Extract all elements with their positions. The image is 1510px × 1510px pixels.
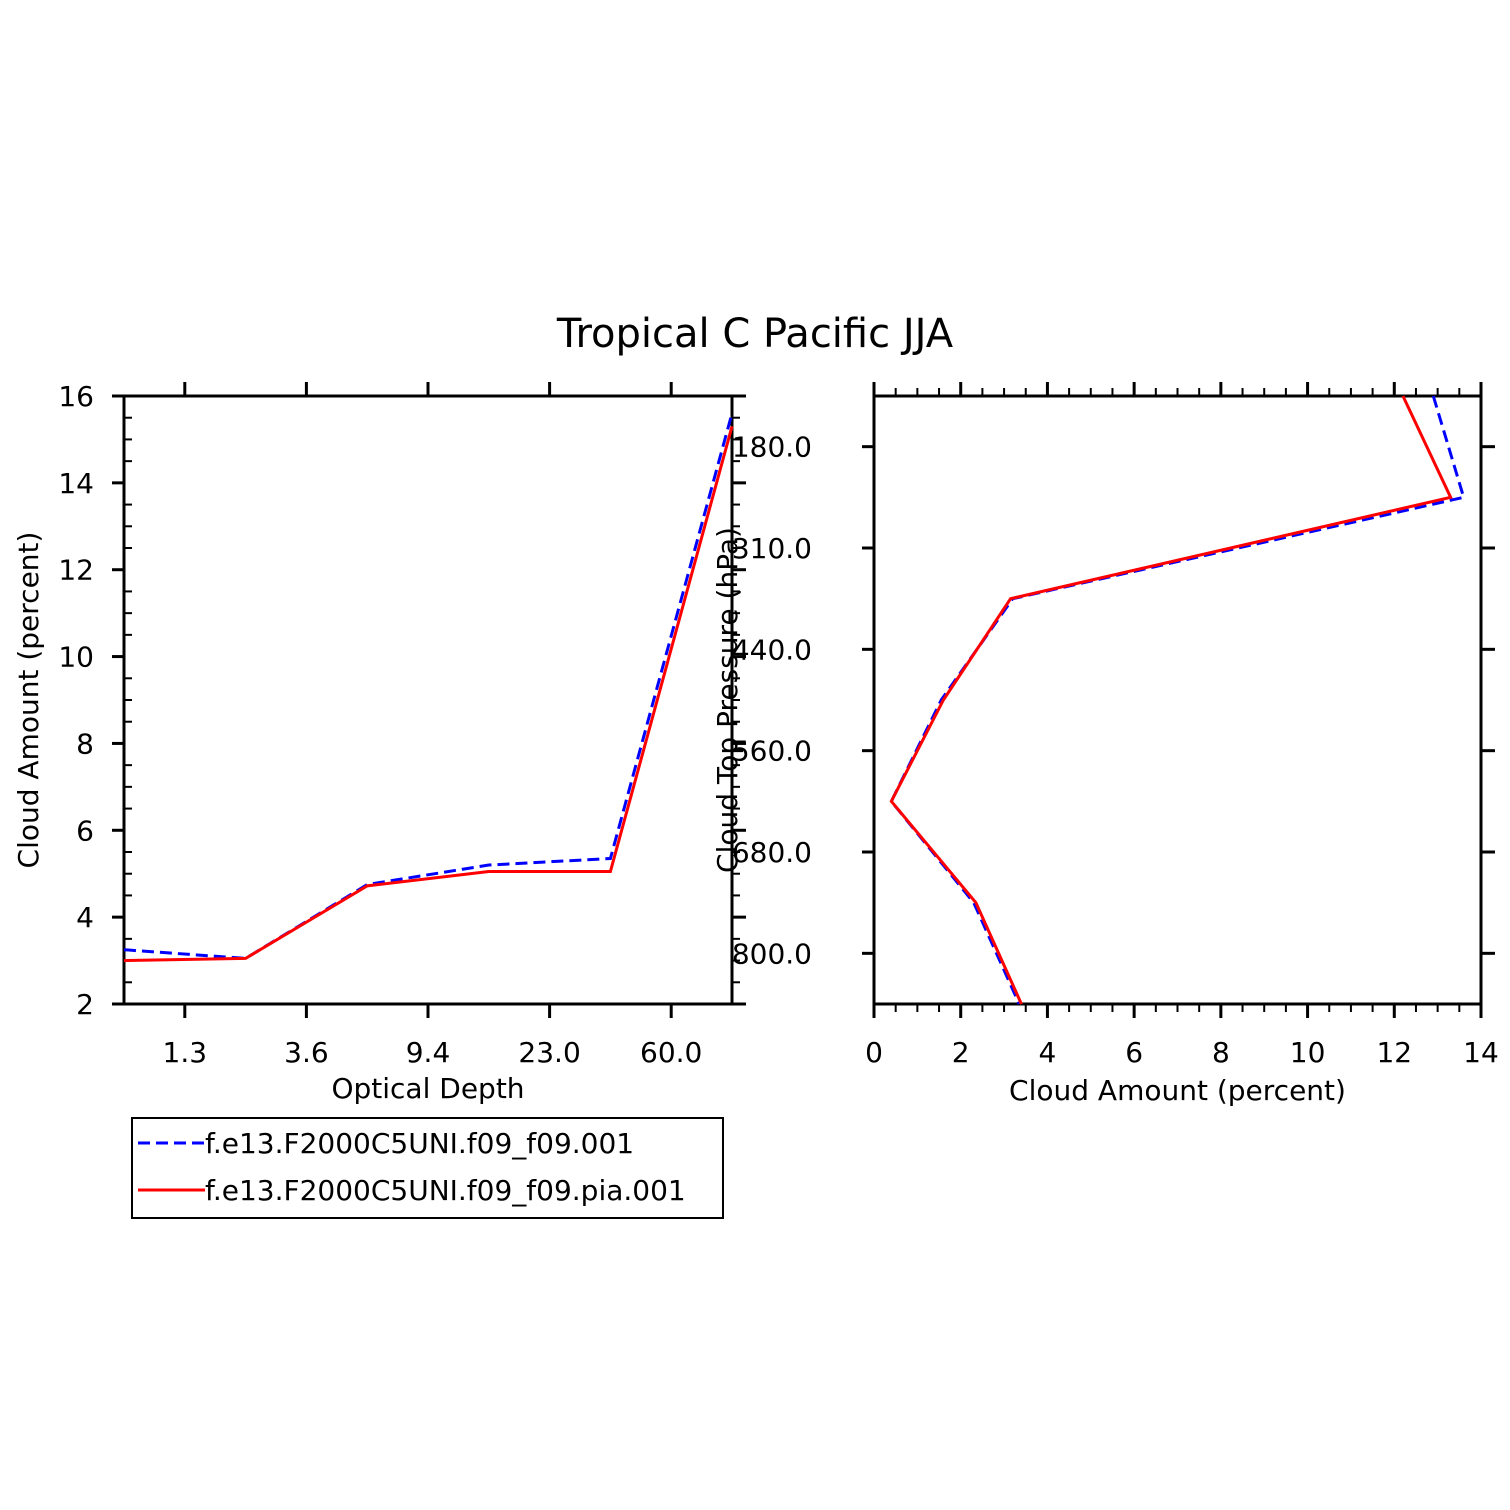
left-chart-panel: 2 4 6 8 10 12 14 16 1.3 3.6 9.4 23.0 60.0 Optical Dep…	[12, 380, 746, 1105]
right-ytick-label: 680.0	[732, 836, 812, 869]
legend: f.e13.F2000C5UNI.f09_f09.001 f.e13.F2000…	[131, 1117, 724, 1219]
left-xtick-label: 23.0	[518, 1036, 580, 1069]
left-y-axis-label: Cloud Amount (percent)	[12, 532, 45, 869]
right-ytick-label: 440.0	[732, 633, 812, 666]
left-xtick-label: 60.0	[640, 1036, 702, 1069]
right-xtick-label: 0	[865, 1036, 883, 1069]
left-ytick-label: 16	[58, 380, 94, 413]
left-ytick-label: 14	[58, 467, 94, 500]
left-ytick-label: 8	[76, 727, 94, 760]
right-plot-frame	[872, 394, 1483, 1006]
right-xtick-label: 6	[1125, 1036, 1143, 1069]
right-chart-panel: 0 2 4 6 8 10 12 14 180.0 310.0 440.0 560.0 680.0 800.…	[711, 382, 1499, 1107]
left-series-line-1	[123, 412, 734, 960]
left-plot-frame	[122, 394, 734, 1006]
left-ytick-label: 4	[76, 901, 94, 934]
right-series-line-2	[889, 395, 1453, 1005]
left-xtick-label: 3.6	[284, 1036, 329, 1069]
right-series-line-1	[889, 395, 1466, 1005]
right-xtick-label: 2	[952, 1036, 970, 1069]
left-ytick-label: 2	[76, 988, 94, 1021]
left-xtick-label: 9.4	[406, 1036, 451, 1069]
left-x-axis-label: Optical Depth	[331, 1072, 524, 1105]
right-y-axis-label: Cloud Top Pressure (hPa)	[711, 527, 744, 873]
right-xtick-label: 10	[1290, 1036, 1326, 1069]
right-x-axis-label: Cloud Amount (percent)	[1009, 1074, 1346, 1107]
right-xtick-label: 4	[1039, 1036, 1057, 1069]
right-ytick-label: 180.0	[732, 431, 812, 464]
right-xtick-label: 12	[1376, 1036, 1412, 1069]
right-xtick-label: 14	[1463, 1036, 1499, 1069]
left-ytick-label: 12	[58, 554, 94, 587]
left-xtick-label: 1.3	[163, 1036, 208, 1069]
right-ytick-label: 310.0	[732, 532, 812, 565]
right-ytick-label: 560.0	[732, 735, 812, 768]
left-ytick-label: 6	[76, 814, 94, 847]
legend-box	[131, 1117, 724, 1219]
figure-title: Tropical C Pacific JJA	[556, 311, 954, 357]
left-ytick-label: 10	[58, 641, 94, 674]
right-ytick-label: 800.0	[732, 937, 812, 970]
left-series-line-2	[123, 426, 734, 963]
right-xtick-label: 8	[1212, 1036, 1230, 1069]
legend-label-series-2: f.e13.F2000C5UNI.f09_f09.pia.001	[205, 1174, 686, 1207]
legend-label-series-1: f.e13.F2000C5UNI.f09_f09.001	[205, 1127, 634, 1160]
